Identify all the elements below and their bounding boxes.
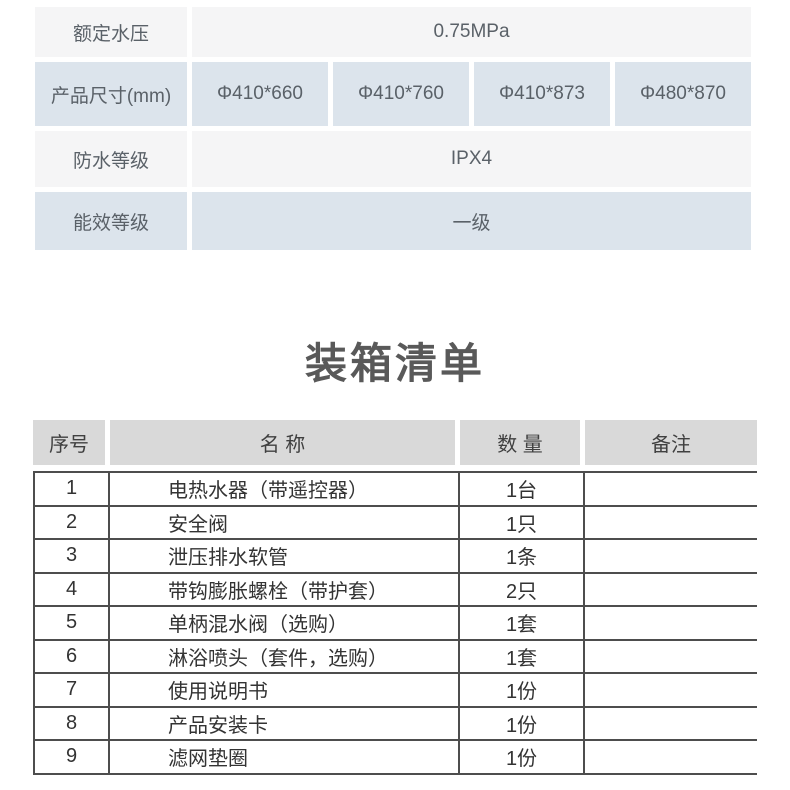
- cell-no: 7: [35, 674, 110, 706]
- page-title: 装箱清单: [304, 340, 485, 387]
- cell-remark: [585, 507, 757, 539]
- cell-name: 产品安装卡: [110, 707, 460, 739]
- cell-qty: 1套: [460, 640, 585, 672]
- table-row: 4 带钩膨胀螺栓（带护套） 2只: [35, 573, 757, 607]
- cell-remark: [585, 574, 757, 606]
- spec-value: Φ410*660: [192, 62, 328, 126]
- spec-row: 防水等级 IPX4: [35, 131, 751, 187]
- cell-qty: 1条: [460, 540, 585, 572]
- spec-table: 额定水压 0.75MPa 产品尺寸(mm) Φ410*660 Φ410*760 Φ410*…: [35, 7, 751, 255]
- packing-list-table: 1 电热水器（带遥控器） 1台 2 安全阀 1只 3 泄压排水软管 1条 4 带钩膨胀螺栓（带护套）…: [33, 471, 757, 775]
- header-cell-name: 名 称: [110, 420, 455, 465]
- cell-remark: [585, 641, 757, 673]
- header-cell-qty: 数 量: [460, 420, 580, 465]
- spec-label: 额定水压: [35, 7, 187, 57]
- cell-no: 3: [35, 540, 110, 572]
- cell-no: 2: [35, 506, 110, 538]
- cell-no: 8: [35, 707, 110, 739]
- cell-qty: 1只: [460, 506, 585, 538]
- table-row: 1 电热水器（带遥控器） 1台: [35, 473, 757, 507]
- header-cell-no: 序号: [33, 420, 105, 465]
- cell-name: 泄压排水软管: [110, 540, 460, 572]
- cell-no: 4: [35, 573, 110, 605]
- table-row: 5 单柄混水阀（选购） 1套: [35, 607, 757, 641]
- spec-values: 一级: [192, 192, 751, 250]
- cell-qty: 1份: [460, 674, 585, 706]
- cell-remark: [585, 473, 757, 505]
- spec-value: Φ480*870: [615, 62, 751, 126]
- cell-remark: [585, 741, 757, 773]
- spec-values: 0.75MPa: [192, 7, 751, 57]
- cell-name: 带钩膨胀螺栓（带护套）: [110, 573, 460, 605]
- table-row: 2 安全阀 1只: [35, 506, 757, 540]
- table-row: 7 使用说明书 1份: [35, 674, 757, 708]
- cell-name: 电热水器（带遥控器）: [110, 473, 460, 505]
- cell-name: 淋浴喷头（套件，选购）: [110, 640, 460, 672]
- spec-values: IPX4: [192, 131, 751, 187]
- table-row: 6 淋浴喷头（套件，选购） 1套: [35, 640, 757, 674]
- cell-no: 5: [35, 607, 110, 639]
- cell-qty: 1份: [460, 707, 585, 739]
- spec-row: 额定水压 0.75MPa: [35, 7, 751, 57]
- cell-qty: 1套: [460, 607, 585, 639]
- cell-name: 使用说明书: [110, 674, 460, 706]
- cell-remark: [585, 607, 757, 639]
- cell-no: 9: [35, 741, 110, 773]
- spec-label: 能效等级: [35, 192, 187, 250]
- cell-name: 滤网垫圈: [110, 741, 460, 773]
- spec-values: Φ410*660 Φ410*760 Φ410*873 Φ480*870: [192, 62, 751, 126]
- spec-value: Φ410*760: [333, 62, 469, 126]
- header-cell-remark: 备注: [585, 420, 757, 465]
- table-row: 8 产品安装卡 1份: [35, 707, 757, 741]
- spec-label: 防水等级: [35, 131, 187, 187]
- spec-value: IPX4: [192, 131, 751, 187]
- cell-name: 安全阀: [110, 506, 460, 538]
- spec-value: 0.75MPa: [192, 7, 751, 57]
- spec-value: Φ410*873: [474, 62, 610, 126]
- cell-remark: [585, 674, 757, 706]
- cell-qty: 1台: [460, 473, 585, 505]
- cell-remark: [585, 708, 757, 740]
- table-row: 3 泄压排水软管 1条: [35, 540, 757, 574]
- spec-label: 产品尺寸(mm): [35, 62, 187, 126]
- cell-name: 单柄混水阀（选购）: [110, 607, 460, 639]
- cell-no: 6: [35, 640, 110, 672]
- cell-no: 1: [35, 473, 110, 505]
- spec-row: 产品尺寸(mm) Φ410*660 Φ410*760 Φ410*873 Φ480*870: [35, 62, 751, 126]
- cell-qty: 2只: [460, 573, 585, 605]
- packing-list-header: 序号 名 称 数 量 备注: [33, 420, 757, 465]
- cell-remark: [585, 540, 757, 572]
- table-row: 9 滤网垫圈 1份: [35, 741, 757, 775]
- cell-qty: 1份: [460, 741, 585, 773]
- spec-row: 能效等级 一级: [35, 192, 751, 250]
- spec-value: 一级: [192, 192, 751, 250]
